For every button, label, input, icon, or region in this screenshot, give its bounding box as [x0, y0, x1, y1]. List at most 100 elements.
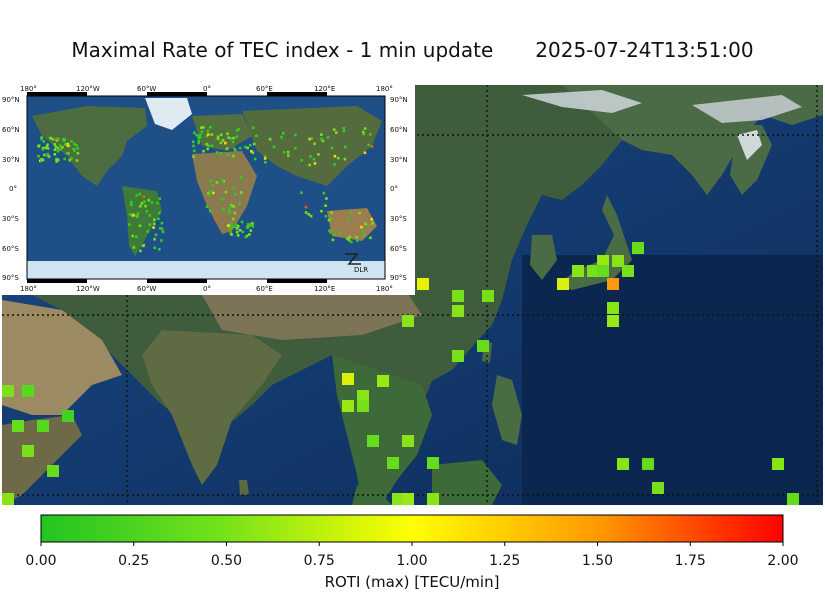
roti-pixel	[452, 350, 464, 362]
inset-roti-pixel	[233, 211, 237, 215]
inset-roti-pixel	[249, 229, 253, 232]
roti-pixel	[607, 315, 619, 327]
inset-roti-pixel	[349, 211, 353, 214]
inset-roti-pixel	[197, 135, 200, 138]
inset-roti-pixel	[320, 137, 323, 141]
inset-antarctica	[27, 261, 385, 279]
inset-roti-pixel	[209, 209, 212, 213]
inset-roti-pixel	[62, 138, 65, 141]
inset-roti-pixel	[59, 148, 62, 151]
inset-roti-pixel	[209, 126, 212, 129]
inset-roti-pixel	[158, 227, 162, 230]
inset-roti-pixel	[138, 224, 142, 227]
inset-right-labels: 90°N 60°N 30°N 0° 30°S 60°S 90°S	[390, 96, 408, 282]
inset-right-label: 30°S	[390, 215, 407, 223]
inset-roti-pixel	[232, 186, 235, 189]
inset-roti-pixel	[312, 157, 316, 161]
inset-roti-pixel	[43, 153, 46, 157]
inset-roti-pixel	[228, 211, 232, 214]
inset-roti-pixel	[227, 136, 230, 139]
inset-roti-pixel	[66, 142, 70, 146]
inset-roti-pixel	[327, 218, 331, 222]
inset-top-labels: 180° 120°W 60°W 0° 60°E 120°E 180°	[20, 85, 393, 93]
inset-roti-pixel	[358, 211, 361, 215]
inset-roti-pixel	[145, 209, 149, 213]
inset-roti-pixel	[229, 205, 233, 209]
roti-pixel	[427, 457, 439, 469]
inset-roti-pixel	[344, 145, 347, 149]
inset-roti-pixel	[247, 223, 250, 226]
inset-roti-pixel	[140, 202, 144, 205]
colorbar: 0.00 0.25 0.50 0.75 1.00 1.25 1.50 1.75 …	[25, 514, 799, 591]
inset-roti-pixel	[307, 213, 311, 216]
inset-roti-pixel	[369, 133, 372, 136]
inset-roti-pixel	[128, 213, 132, 216]
inset-roti-pixel	[246, 226, 249, 229]
inset-roti-pixel	[37, 154, 40, 158]
inset-roti-pixel	[144, 204, 147, 208]
inset-roti-pixel	[153, 246, 156, 250]
inset-roti-pixel	[139, 204, 142, 208]
inset-roti-pixel	[160, 227, 164, 231]
roti-pixel	[22, 385, 34, 397]
inset-roti-pixel	[153, 218, 156, 221]
inset-roti-pixel	[216, 135, 220, 138]
inset-roti-pixel	[76, 147, 79, 150]
inset-roti-pixel	[141, 244, 145, 248]
roti-pixel	[402, 315, 414, 327]
inset-roti-pixel	[230, 225, 233, 229]
roti-pixel	[482, 290, 494, 302]
inset-roti-pixel	[58, 144, 62, 147]
inset-roti-pixel	[333, 163, 336, 166]
inset-roti-pixel	[333, 233, 336, 237]
inset-roti-pixel	[46, 152, 49, 156]
roti-pixel	[642, 458, 654, 470]
inset-roti-pixel	[160, 239, 163, 242]
inset-roti-pixel	[146, 230, 149, 233]
inset-right-label: 60°S	[390, 245, 407, 253]
inset-roti-pixel	[221, 179, 224, 182]
inset-roti-pixel	[246, 146, 249, 150]
roti-pixel	[787, 493, 799, 505]
inset-right-label: 90°N	[390, 96, 408, 104]
roti-pixel	[37, 420, 49, 432]
inset-roti-pixel	[331, 238, 335, 242]
inset-roti-pixel	[244, 145, 247, 149]
inset-roti-pixel	[207, 192, 210, 195]
roti-pixel	[342, 400, 354, 412]
inset-roti-pixel	[148, 223, 152, 226]
colorbar-tick-label: 0.50	[211, 553, 242, 569]
inset-greenland	[145, 98, 192, 130]
map-title: Maximal Rate of TEC index - 1 min update…	[0, 38, 825, 62]
inset-roti-pixel	[233, 193, 237, 196]
inset-top-label: 0°	[203, 85, 211, 93]
roti-pixel	[402, 493, 414, 505]
inset-europe	[192, 114, 252, 151]
colorbar-tick-label: 1.25	[489, 553, 520, 569]
inset-roti-pixel	[55, 160, 58, 163]
inset-roti-pixel	[55, 157, 58, 161]
inset-right-label: 0°	[390, 185, 398, 193]
inset-roti-pixel	[209, 179, 212, 183]
inset-top-label: 60°E	[256, 85, 273, 93]
inset-roti-pixel	[253, 157, 257, 161]
inset-roti-pixel	[142, 195, 145, 199]
inset-roti-pixel	[197, 140, 201, 144]
borneo	[432, 460, 502, 505]
inset-roti-pixel	[304, 211, 308, 214]
inset-roti-pixel	[328, 229, 331, 232]
inset-roti-pixel	[235, 223, 239, 227]
inset-roti-pixel	[193, 149, 196, 153]
inset-roti-pixel	[248, 143, 252, 147]
inset-roti-pixel	[132, 246, 136, 249]
inset-roti-pixel	[205, 205, 209, 209]
inset-roti-pixel	[251, 225, 255, 228]
inset-top-label: 120°E	[314, 85, 335, 93]
inset-roti-pixel	[248, 233, 251, 236]
inset-roti-pixel	[324, 214, 328, 218]
inset-roti-pixel	[206, 147, 209, 151]
inset-roti-pixel	[272, 145, 276, 149]
inset-roti-pixel	[70, 157, 73, 160]
inset-roti-pixel	[214, 217, 218, 220]
inset-roti-pixel	[205, 143, 209, 146]
